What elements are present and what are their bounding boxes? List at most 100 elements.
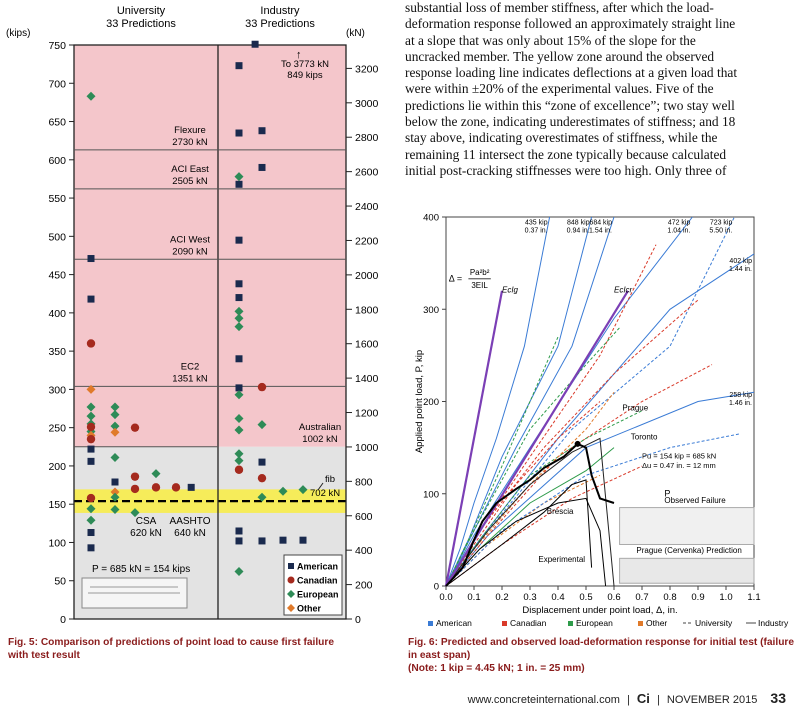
fig5-kn-tick-label: 1600 <box>355 339 379 351</box>
fig5-canadian-point <box>234 465 244 474</box>
fig5-european-point <box>234 390 244 400</box>
fig6-x-tick-label: 0.5 <box>579 592 592 603</box>
fig6-x-tick-label: 0.8 <box>663 592 676 603</box>
fig6-experimental-label: Experimental <box>538 555 585 564</box>
fig5-european-point <box>298 485 308 495</box>
body-line: at a slope that was only about 15% of th… <box>405 32 696 48</box>
fig5-european-point <box>234 456 244 466</box>
footer-page: 33 <box>770 690 786 706</box>
fig6-prediction-curve <box>445 216 593 587</box>
fig5-kn-tick-label: 800 <box>355 476 373 488</box>
fig6-formula-den: 3EIL <box>471 281 488 290</box>
fig5-frame <box>73 44 347 620</box>
fig5-kn-tick-label: 1000 <box>355 442 379 454</box>
fig5-top-note: To 3773 kN <box>281 59 329 70</box>
fig5-european-point <box>257 420 267 430</box>
fig6-p-label: P <box>664 489 670 499</box>
fig5-canadian-point <box>257 382 267 392</box>
body-line: predictions lie within this “zone of exc… <box>405 97 735 113</box>
fig5-american-point <box>258 458 266 466</box>
fig5-american-point <box>258 537 266 545</box>
fig5-kips-tick-label: 750 <box>48 40 66 52</box>
fig5-line-value: 1002 kN <box>302 434 338 445</box>
fig5-other-point <box>86 384 96 394</box>
fig5-legend-diamond-icon <box>287 604 295 612</box>
fig6-prediction-curve <box>445 479 593 587</box>
fig5-european-point <box>110 505 120 515</box>
fig5-line-value: 2505 kN <box>172 176 208 187</box>
fig5-kips-tick-label: 200 <box>48 461 66 473</box>
footer-url: www.concreteinternational.com <box>467 694 620 706</box>
fig6-legend-label: American <box>436 618 472 628</box>
fig5-american-point <box>251 40 259 48</box>
fig5-line-value: 2090 kN <box>172 246 208 257</box>
fig5-legend-diamond-icon <box>287 590 295 598</box>
page-footer: www.concreteinternational.com | Ci | NOV… <box>446 690 786 706</box>
fig6-prediction-curve <box>445 410 643 587</box>
fig5-kn-tick-label: 2400 <box>355 201 379 213</box>
fig5-other-point <box>110 487 120 497</box>
fig6-observed-failure-inset <box>619 507 755 545</box>
fig6-prediction-curve <box>445 437 615 587</box>
fig5-csa-value: 620 kN <box>130 528 162 539</box>
fig5-kips-tick-label: 0 <box>60 614 66 626</box>
fig6-y-tick-label: 0 <box>434 582 439 593</box>
fig5-european-point <box>86 402 96 412</box>
fig6-callout-disp: 1.54 in. <box>589 227 612 234</box>
fig5-american-point <box>87 457 95 465</box>
fig6-prague-label: Prague <box>622 404 648 413</box>
fig5-american-point <box>87 529 95 537</box>
fig6-load-deformation-chart: 0.0 0.1 0.2 0.3 0.4 0.5 0.6 0.7 0.8 0.9 1.0 1.1 0 100… <box>414 213 789 629</box>
fig5-kn-tick-label: 200 <box>355 580 373 592</box>
footer-date: NOVEMBER 2015 <box>666 694 758 706</box>
fig6-legend-swatch <box>502 621 507 626</box>
fig5-canadian-point <box>86 339 96 348</box>
fig5-european-point <box>257 492 267 502</box>
fig5-line-label: EC2 <box>181 361 199 372</box>
fig6-prediction-curve <box>445 216 693 587</box>
fig5-european-point <box>278 486 288 496</box>
fig5-canadian-point <box>86 493 96 503</box>
fig5-american-point <box>235 129 243 137</box>
fig5-kn-tick-label: 2200 <box>355 235 379 247</box>
fig5-canadian-point <box>171 483 181 492</box>
fig5-european-point <box>86 91 96 101</box>
fig6-ecig-line <box>444 290 504 587</box>
fig6-y-tick-label: 100 <box>423 489 439 500</box>
fig5-fib-value: 702 kN <box>310 488 340 499</box>
fig5-kn-tick-label: 2600 <box>355 167 379 179</box>
fig5-american-point <box>235 180 243 188</box>
fig5-kips-tick-label: 50 <box>54 576 66 588</box>
fig5-kn-tick-label: 3200 <box>355 63 379 75</box>
body-line: initial post-cracking stiffnesses were t… <box>405 162 727 178</box>
fig5-kips-tick-label: 100 <box>48 537 66 549</box>
fig6-legend-label: European <box>576 618 613 628</box>
fig5-legend-label: European <box>297 590 339 600</box>
fig5-european-point <box>110 410 120 420</box>
fig6-prediction-curve <box>445 336 559 587</box>
fig5-european-point <box>234 413 244 423</box>
fig6-x-tick-label: 0.1 <box>467 592 480 603</box>
body-line: below the zone, indicating underestimate… <box>405 114 736 130</box>
fig5-european-point <box>234 425 244 435</box>
fig5-american-point <box>258 163 266 171</box>
fig5-fib-arrow <box>317 482 324 491</box>
fig5-canadian-point <box>130 484 140 494</box>
fig6-legend-label: Canadian <box>510 618 547 628</box>
fig5-american-point <box>235 384 243 392</box>
fig6-ecig-label: EcIg <box>502 286 519 295</box>
fig5-col-industry-count: 33 Predictions <box>245 18 315 30</box>
fig6-du-label: Δu = 0.47 in. = 12 mm <box>642 461 716 470</box>
fig5-canadian-point <box>86 422 96 432</box>
fig5-european-point <box>86 515 96 525</box>
fig6-callout-disp: 1.04 in. <box>667 227 690 234</box>
fig6-observed-failure-label: Observed Failure <box>664 496 726 505</box>
fig6-callout-load: 402 kip <box>729 258 752 265</box>
fig5-kn-tick-label: 3000 <box>355 98 379 110</box>
fig5-aashto-label: AASHTO <box>170 516 211 527</box>
fig5-american-point <box>235 294 243 302</box>
fig5-european-point <box>86 411 96 421</box>
body-line: stay above, indicating overestimates of … <box>405 130 718 146</box>
fig5-kn-tick-label: 1400 <box>355 373 379 385</box>
fig6-callout-load: 848 kip <box>567 219 590 226</box>
